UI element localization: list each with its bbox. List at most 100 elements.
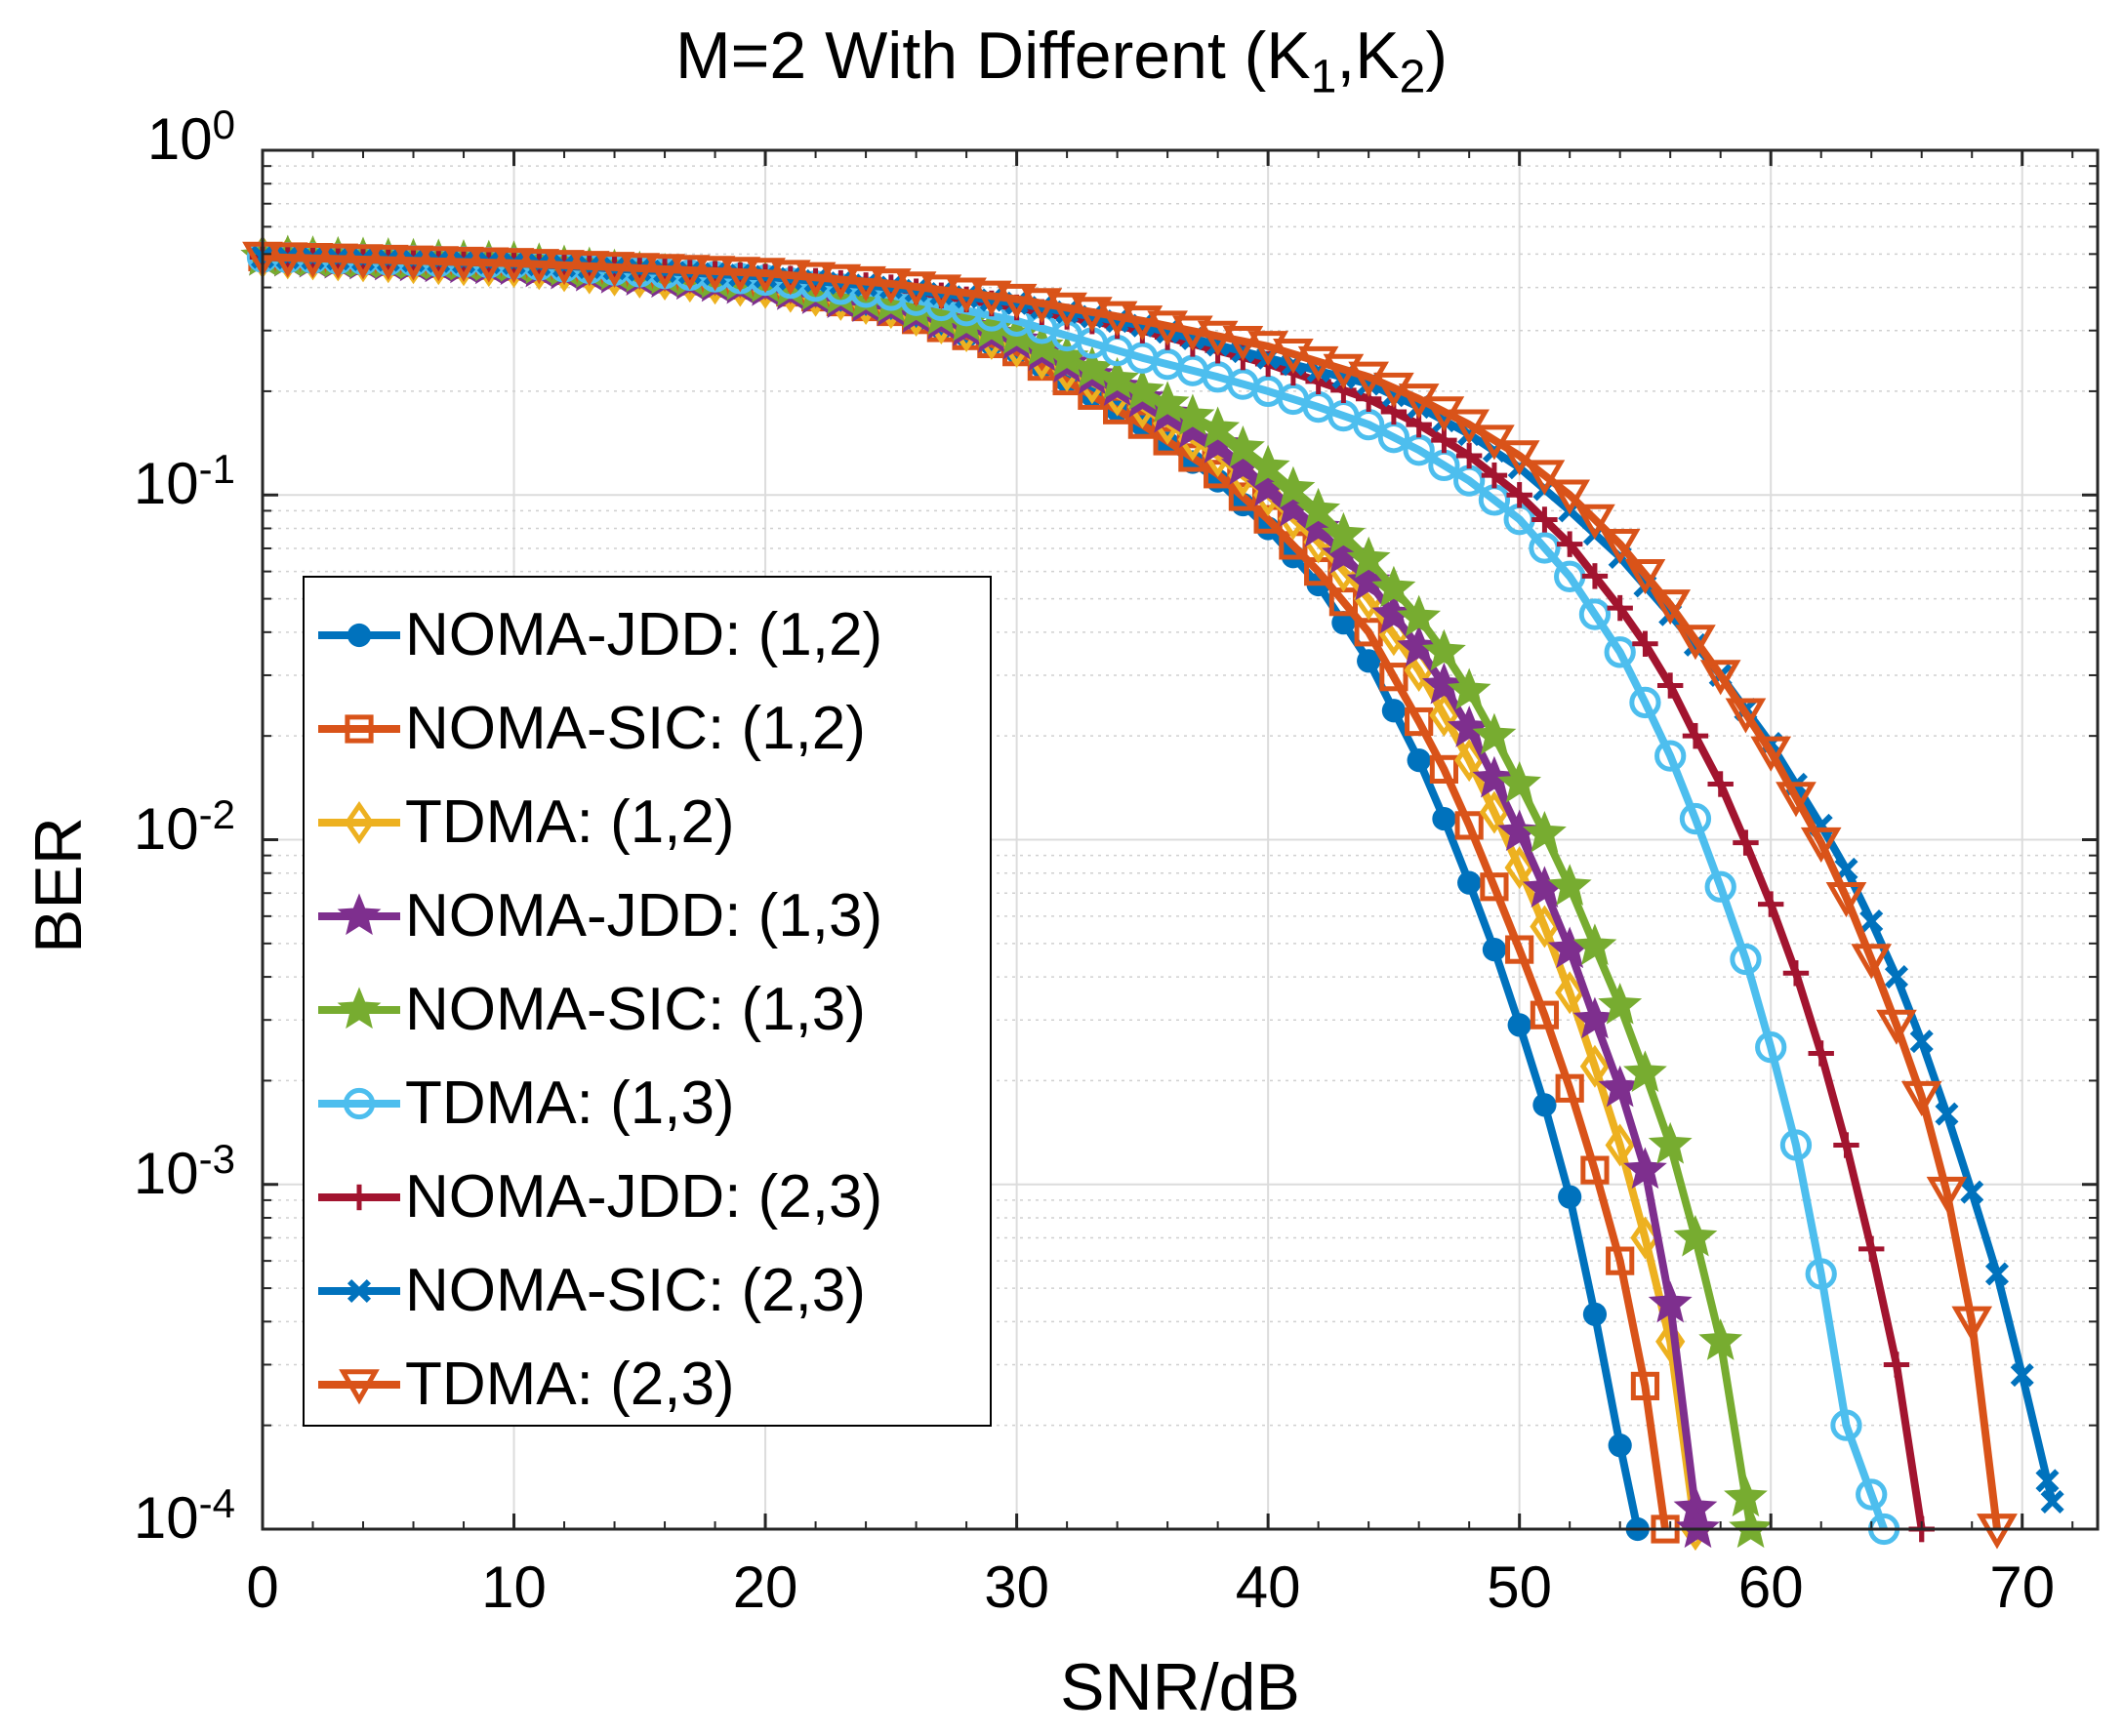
data-point [795, 262, 837, 298]
data-point [1371, 565, 1416, 608]
data-point [1707, 771, 1734, 797]
data-point [1429, 693, 1459, 738]
data-point [1876, 1009, 1917, 1045]
data-point [1833, 1132, 1859, 1158]
data-point [1730, 943, 1762, 976]
legend-label: TDMA: (2,3) [405, 1351, 735, 1418]
data-point [1429, 754, 1459, 784]
data-point [1247, 331, 1288, 367]
marker-circle [343, 1087, 376, 1120]
y-tick-label: 10-3 [133, 1135, 235, 1206]
data-point [820, 263, 862, 300]
data-point [1271, 465, 1316, 508]
data-point [1558, 1185, 1582, 1209]
legend-entry: NOMA-SIC: (1,3) [305, 962, 990, 1056]
legend-swatch [318, 1278, 400, 1304]
data-point [2035, 1469, 2060, 1493]
data-point [1524, 460, 1566, 496]
data-point [1504, 846, 1534, 890]
data-point [1321, 511, 1366, 554]
legend-swatch [318, 1184, 400, 1211]
data-point [1222, 325, 1264, 362]
data-point [1648, 1280, 1693, 1323]
data-point [1572, 923, 1617, 965]
y-tick-label: 100 [146, 101, 235, 172]
legend-swatch [318, 893, 400, 936]
data-point [1245, 444, 1290, 487]
legend-label: NOMA-JDD: (1,2) [405, 601, 883, 668]
data-point [1172, 315, 1213, 351]
data-point [2040, 1490, 2064, 1514]
legend-swatch [318, 987, 400, 1029]
legend-label: NOMA-SIC: (1,2) [405, 695, 866, 762]
marker-star [337, 987, 382, 1029]
data-point [745, 258, 786, 294]
legend-entry: NOMA-SIC: (1,2) [305, 681, 990, 775]
data-point [1704, 870, 1736, 903]
data-point [1599, 528, 1641, 565]
data-point [1197, 320, 1239, 356]
data-point [1323, 353, 1365, 389]
legend-swatch [318, 800, 400, 845]
data-point [1699, 660, 1741, 696]
data-point [1578, 598, 1612, 630]
data-point [1346, 536, 1391, 579]
data-point [1951, 1306, 1993, 1342]
data-point [1381, 699, 1407, 723]
data-point [845, 265, 886, 303]
data-point [871, 268, 912, 304]
data-point [292, 243, 334, 279]
legend-label: NOMA-SIC: (1,3) [405, 976, 866, 1043]
legend-entry: TDMA: (1,3) [305, 1056, 990, 1150]
data-point [1825, 881, 1867, 918]
data-point [568, 251, 610, 287]
data-point [493, 248, 535, 284]
data-point [619, 253, 661, 289]
data-point [1454, 811, 1484, 840]
data-point [367, 244, 409, 281]
data-point [1655, 1319, 1686, 1363]
data-point [1331, 611, 1356, 635]
data-point [1675, 625, 1716, 661]
data-point [1497, 760, 1542, 803]
data-point [1598, 983, 1643, 1025]
data-point [544, 250, 585, 286]
data-point [1046, 292, 1087, 328]
data-point [1729, 1506, 1774, 1549]
data-point [1800, 827, 1842, 864]
data-point [1220, 425, 1265, 467]
data-point [1397, 594, 1442, 637]
series-line [262, 253, 1888, 1531]
x-tick-label: 40 [1235, 1554, 1301, 1620]
x-tick-label: 70 [1989, 1554, 2056, 1620]
data-point [1682, 722, 1709, 749]
chart-title: M=2 With Different (K1,K2) [675, 19, 1448, 103]
data-point [1480, 872, 1509, 902]
data-point [895, 271, 937, 307]
data-point [1147, 310, 1188, 346]
data-point [1581, 563, 1609, 589]
data-point [1273, 339, 1314, 375]
data-point [1481, 462, 1508, 489]
data-point [1549, 479, 1591, 515]
data-point [1960, 1180, 1984, 1204]
data-point [1095, 356, 1140, 399]
legend-entry: NOMA-JDD: (1,3) [305, 868, 990, 962]
data-point [1629, 686, 1661, 719]
data-point [443, 246, 484, 282]
legend-label: TDMA: (1,3) [405, 1070, 735, 1137]
x-tick-label: 50 [1487, 1554, 1553, 1620]
marker-plus [346, 1184, 373, 1211]
marker-square [345, 714, 374, 744]
legend-swatch [318, 1369, 400, 1405]
legend-entry: TDMA: (1,2) [305, 775, 990, 868]
data-point [1650, 589, 1692, 626]
data-point [769, 260, 811, 296]
data-point [593, 252, 635, 288]
data-point [1858, 1235, 1885, 1263]
data-point [1724, 1474, 1768, 1517]
data-point [1405, 707, 1434, 737]
data-point [1605, 1123, 1635, 1167]
data-point [1935, 1102, 1959, 1126]
data-point [1758, 891, 1784, 917]
